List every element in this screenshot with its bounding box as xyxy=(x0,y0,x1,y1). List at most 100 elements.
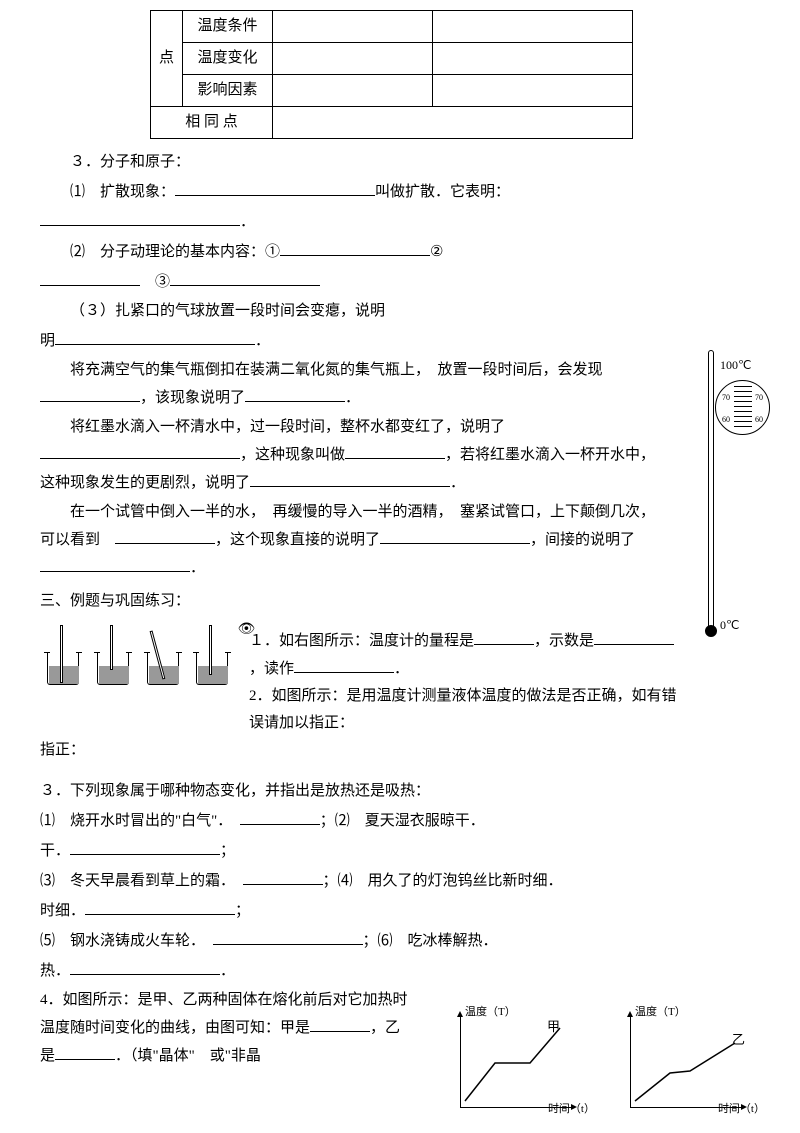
text: ② xyxy=(430,244,443,260)
text: １．如右图所示：温度计的量程是 xyxy=(249,633,474,649)
q2: 2．如图所示：是用温度计测量液体温度的做法是否正确，如有错误请加以指正： xyxy=(249,683,679,737)
text: 将充满空气的集气瓶倒扣在装满二氧化氮的集气瓶上， 放置一段时间后，会发现 xyxy=(70,362,603,378)
text: ． xyxy=(255,333,270,349)
blank xyxy=(594,627,674,645)
q-balloon: （３）扎紧口的气球放置一段时间会变瘪，说明 xyxy=(40,298,660,325)
text: ；⑵ 夏天湿衣服晾干． xyxy=(320,813,485,829)
blank xyxy=(40,554,190,572)
q3-line: 干．； xyxy=(40,837,760,865)
blank xyxy=(115,526,215,544)
blank xyxy=(380,526,530,544)
blank xyxy=(213,927,363,945)
table-cell: 温度条件 xyxy=(183,11,273,43)
text: ，读作 xyxy=(249,661,294,677)
text: ． xyxy=(220,963,235,979)
line: ． xyxy=(40,208,760,236)
q-gas-bottle: 将充满空气的集气瓶倒扣在装满二氧化氮的集气瓶上， 放置一段时间后，会发现 ，该现象… xyxy=(40,357,660,412)
text: ；⑹ 吃冰棒解热． xyxy=(363,933,498,949)
q3-title: ３．下列现象属于哪种物态变化，并指出是放热还是吸热： xyxy=(40,778,760,805)
q3-line: ⑸ 钢水浇铸成火车轮． ；⑹ 吃冰棒解热． xyxy=(40,927,760,955)
thermo-label: 0℃ xyxy=(720,615,739,637)
table-cell xyxy=(273,11,433,43)
blank xyxy=(85,897,235,915)
blank xyxy=(40,384,140,402)
blank xyxy=(170,268,320,286)
blank xyxy=(243,867,323,885)
blank xyxy=(294,655,394,673)
text: ，间接的说明了 xyxy=(530,532,635,548)
text: ⑴ 烧开水时冒出的"白气"． xyxy=(40,813,225,829)
text: ． xyxy=(240,214,255,230)
text: ，示数是 xyxy=(534,633,594,649)
text: （３）扎紧口的气球放置一段时间会变瘪，说明 xyxy=(70,303,385,319)
q2-continue: 指正： xyxy=(40,737,760,764)
graph-yi: 温度（T） 时间（t） 乙 xyxy=(610,1003,760,1123)
text: ，这个现象直接的说明了 xyxy=(215,532,380,548)
comparison-table: 点 温度条件 温度变化 影响因素 相 同 点 xyxy=(150,10,633,139)
table-cell: 点 xyxy=(151,11,183,107)
text: ． xyxy=(450,475,465,491)
blank xyxy=(310,1014,370,1032)
line: ③ xyxy=(40,268,760,296)
table-cell xyxy=(273,75,433,107)
magnifier-icon: 70 60 70 60 xyxy=(715,380,770,435)
thermo-label: 100℃ xyxy=(720,355,751,377)
blank xyxy=(250,469,450,487)
text: ，该现象说明了 xyxy=(140,390,245,406)
blank xyxy=(55,1042,115,1060)
q1: １．如右图所示：温度计的量程是 ，示数是 ，读作 ． xyxy=(249,627,679,683)
eye-icon: 👁 xyxy=(237,617,255,642)
text: ． xyxy=(345,390,360,406)
q3-line: ⑶ 冬天早晨看到草上的霜． ；⑷ 用久了的灯泡钨丝比新时细． xyxy=(40,867,760,895)
q3-line: 热．． xyxy=(40,957,760,985)
blank xyxy=(40,441,240,459)
text: 2．如图所示：是用温度计测量液体温度的做法是否正确，如有错误请加以指正： xyxy=(249,688,677,731)
text: ；⑷ 用久了的灯泡钨丝比新时细． xyxy=(323,873,563,889)
table-cell xyxy=(433,43,633,75)
blank xyxy=(345,441,445,459)
blank xyxy=(175,178,375,196)
table-cell: 温度变化 xyxy=(183,43,273,75)
blank xyxy=(474,627,534,645)
q-water-alcohol: 在一个试管中倒入一半的水， 再缓慢的导入一半的酒精， 塞紧试管口，上下颠倒几次，… xyxy=(40,499,660,582)
text: ．（填"晶体" 或"非晶 xyxy=(115,1048,261,1064)
blank xyxy=(70,957,220,975)
text: ⑸ 钢水浇铸成火车轮． xyxy=(40,933,198,949)
blank xyxy=(55,327,255,345)
q3-line: ⑴ 烧开水时冒出的"白气"． ；⑵ 夏天湿衣服晾干． xyxy=(40,807,760,835)
table-cell xyxy=(433,11,633,43)
text: ； xyxy=(235,903,250,919)
text: 叫做扩散．它表明： xyxy=(375,184,510,200)
beaker-figure: 👁 xyxy=(40,625,235,695)
table-cell xyxy=(433,75,633,107)
text: ⑴ 扩散现象： xyxy=(70,184,175,200)
section-3-title: ３．分子和原子： xyxy=(40,149,760,176)
text: ⑶ 冬天早晨看到草上的霜． xyxy=(40,873,228,889)
text: ⑵ 分子动理论的基本内容：① xyxy=(70,244,280,260)
thermometer-figure: 100℃ 0℃ 70 60 70 60 xyxy=(700,350,780,650)
section-examples-title: 三、例题与巩固练习： xyxy=(40,588,760,615)
text: 将红墨水滴入一杯清水中，过一段时间，整杯水都变红了，说明了 xyxy=(70,419,505,435)
table-cell: 影响因素 xyxy=(183,75,273,107)
table-cell: 相 同 点 xyxy=(151,107,273,139)
text: ； xyxy=(220,843,235,859)
text: ． xyxy=(394,661,409,677)
q3-line: 时细．； xyxy=(40,897,760,925)
table-cell xyxy=(273,43,433,75)
line: 明． xyxy=(40,327,660,355)
q-molecular-theory: ⑵ 分子动理论的基本内容：① ② xyxy=(40,238,760,266)
blank xyxy=(40,268,140,286)
blank xyxy=(40,208,240,226)
text: ． xyxy=(190,560,205,576)
q-red-ink: 将红墨水滴入一杯清水中，过一段时间，整杯水都变红了，说明了，这种现象叫做，若将红… xyxy=(40,414,660,497)
q-diffusion: ⑴ 扩散现象： 叫做扩散．它表明： xyxy=(40,178,760,206)
q4: 4．如图所示：是甲、乙两种固体在熔化前后对它加热时温度随时间变化的曲线，由图可知… xyxy=(40,987,410,1070)
blank xyxy=(280,238,430,256)
text: ③ xyxy=(155,274,170,290)
blank xyxy=(245,384,345,402)
blank xyxy=(70,837,220,855)
graph-jia: 温度（T） 时间（t） 甲 xyxy=(440,1003,590,1123)
table-cell xyxy=(273,107,633,139)
blank xyxy=(240,807,320,825)
text: ，这种现象叫做 xyxy=(240,447,345,463)
